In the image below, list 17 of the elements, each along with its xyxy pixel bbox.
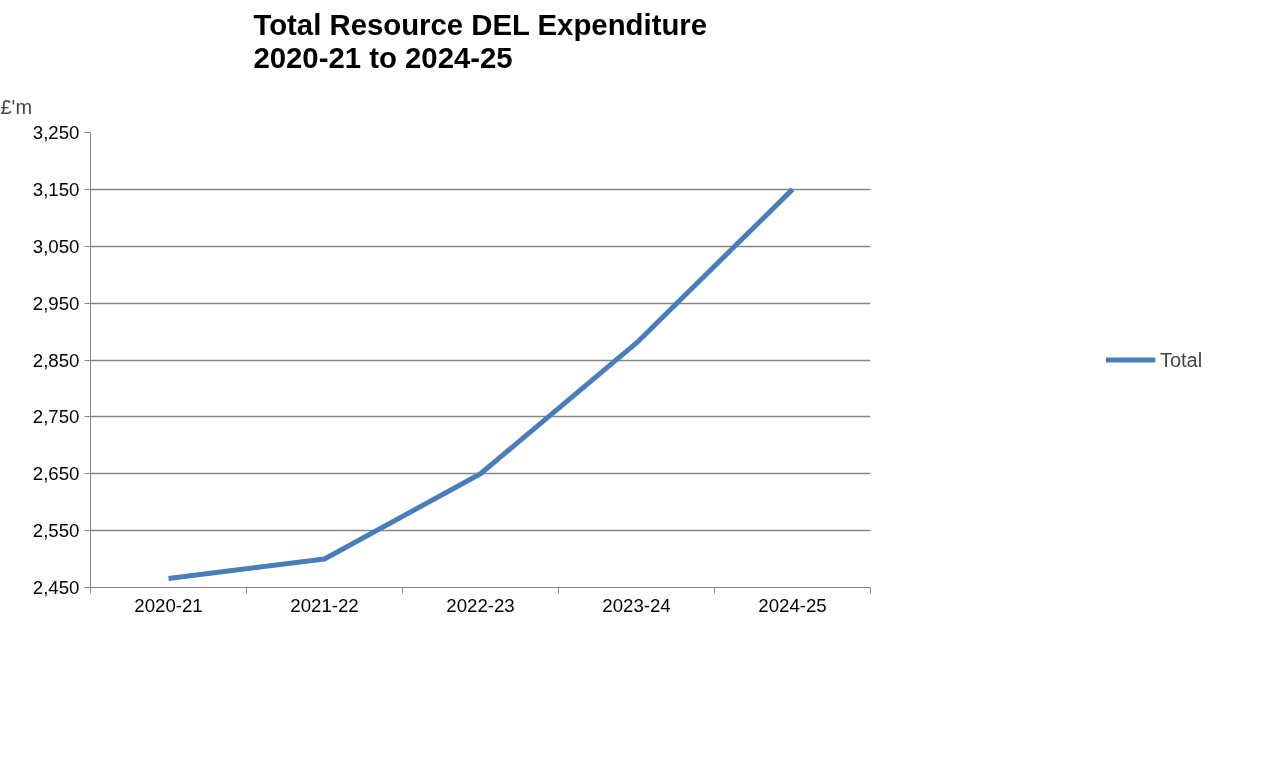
legend-label: Total [1159,348,1203,371]
y-tick-label: 2,750 [32,406,80,428]
y-tick-label: 3,050 [32,235,80,257]
x-tick-label: 2022-23 [446,594,515,616]
chart-title: Total Resource DEL Expenditure 2020-21 to 2024-25 [253,7,708,74]
x-tick-label: 2020-21 [134,594,203,616]
y-tick-label: 2,850 [32,349,80,371]
y-tick-label: 3,150 [32,178,80,200]
y-tick-label: 2,450 [32,577,80,598]
y-tick-label: 2,550 [32,520,80,542]
x-tick-label: 2021-22 [290,594,359,616]
y-tick-label: 2,950 [32,292,80,314]
x-tick-label: 2023-24 [602,594,671,616]
x-tick-label: 2024-25 [758,594,827,616]
y-tick-label: 3,250 [32,122,80,143]
y-tick-label: 2,650 [32,463,80,485]
y-axis-title: £'m [0,95,33,118]
